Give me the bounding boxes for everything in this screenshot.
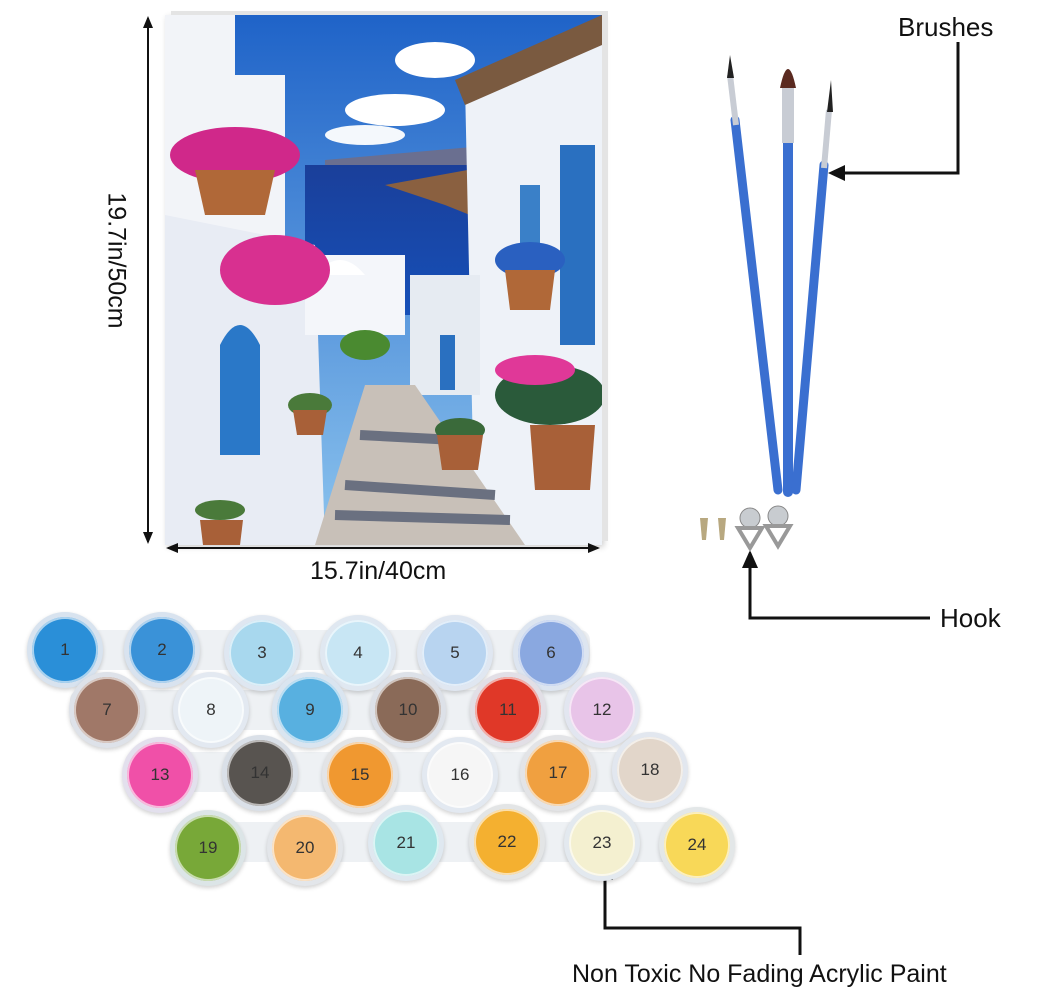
height-dimension-label: 19.7in/50cm	[102, 192, 131, 329]
paint-pot: 21	[368, 805, 444, 881]
paint-pot: 10	[370, 672, 446, 748]
paint-pot: 14	[222, 735, 298, 811]
paint-pot-number: 15	[350, 765, 370, 784]
paint-pot-number: 17	[548, 763, 568, 782]
paint-tray	[125, 752, 680, 792]
paint-pot-number: 6	[546, 643, 556, 662]
paint-pot-number: 11	[499, 700, 517, 719]
santorini-scene	[165, 15, 605, 545]
paint-pot-number: 1	[60, 640, 70, 659]
paint-pot: 20	[267, 810, 343, 886]
paint-pot-number: 3	[257, 643, 267, 662]
paint-pot-number: 23	[592, 833, 612, 852]
paint-pot: 4	[320, 615, 396, 691]
paint-pot-number: 14	[250, 763, 270, 782]
paint-pot: 22	[469, 804, 545, 880]
paint-pot: 13	[122, 737, 198, 813]
paint-pot-number: 24	[687, 835, 707, 854]
paint-pot-number: 12	[592, 700, 612, 719]
paint-pot-number: 10	[398, 700, 418, 719]
paint-pot: 8	[173, 672, 249, 748]
paint-pot-number: 22	[497, 832, 517, 851]
paint-pot-number: 4	[353, 643, 363, 662]
paint-tray	[175, 822, 725, 862]
paint-pot: 5	[417, 615, 493, 691]
brushes-icon	[727, 55, 833, 497]
paint-pot-number: 8	[206, 700, 216, 719]
paint-pot: 23	[564, 805, 640, 881]
canvas-painting	[165, 15, 605, 545]
paint-pot-number: 9	[305, 700, 315, 719]
paint-pot: 7	[69, 672, 145, 748]
paint-pot-number: 16	[450, 765, 470, 784]
paint-tray	[30, 630, 590, 670]
paint-pot: 12	[564, 672, 640, 748]
hook-label: Hook	[940, 603, 1001, 633]
paint-tray	[70, 690, 635, 730]
paint-pot: 17	[520, 735, 596, 811]
paint-pot-number: 21	[396, 833, 416, 852]
paint-pot-number: 2	[157, 640, 167, 659]
paint-pot-number: 13	[150, 765, 170, 784]
paint-pot-number: 5	[450, 643, 460, 662]
paint-label: Non Toxic No Fading Acrylic Paint	[572, 960, 947, 988]
paint-pot: 15	[322, 737, 398, 813]
hook-icon	[700, 505, 794, 552]
paint-pot-number: 19	[198, 838, 218, 857]
paint-pot-number: 20	[295, 838, 315, 857]
paint-pot: 24	[659, 807, 735, 883]
paint-pot: 9	[272, 672, 348, 748]
paint-pot-number: 7	[102, 700, 112, 719]
paint-pot: 2	[124, 612, 200, 688]
paint-pot-number: 18	[640, 760, 660, 779]
paint-pot: 18	[612, 732, 688, 808]
paint-pot: 11	[470, 672, 546, 748]
paint-pot: 19	[170, 810, 246, 886]
paint-pot: 16	[422, 737, 498, 813]
width-dimension-label: 15.7in/40cm	[310, 557, 447, 585]
brushes-label: Brushes	[898, 12, 994, 42]
